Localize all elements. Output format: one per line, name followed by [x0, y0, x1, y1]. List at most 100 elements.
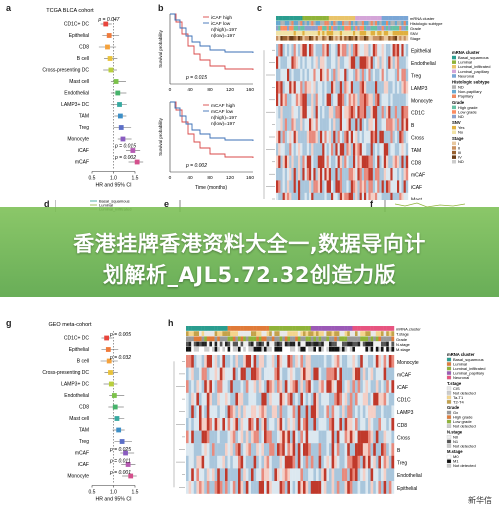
annotation-cell: [240, 341, 244, 347]
annotation-cell: [313, 16, 316, 21]
legend-label: Not detected: [453, 424, 476, 429]
heatmap-cell: [292, 430, 296, 444]
heatmap-cell: [346, 81, 349, 94]
annotation-cell: [383, 336, 387, 342]
annotation-cell: [306, 26, 310, 31]
heatmap-cell: [291, 81, 294, 94]
heatmap-cell: [287, 481, 291, 494]
annotation-cell: [227, 326, 231, 331]
annotation-cell: [298, 31, 301, 36]
heatmap-cell: [388, 168, 391, 181]
annotation-cell: [269, 331, 272, 336]
heatmap-cell: [336, 430, 340, 444]
x-tick-label: 0: [169, 175, 172, 181]
heatmap-cell: [361, 155, 365, 169]
heatmap-cell: [269, 455, 272, 469]
annotation-cell: [347, 341, 350, 347]
annotation-cell: [323, 326, 327, 331]
annotation-cell: [344, 36, 347, 41]
heatmap-cell: [186, 430, 189, 444]
heatmap-cell: [361, 81, 365, 94]
heatmap-cell: [322, 81, 325, 94]
heatmap-cell: [366, 93, 369, 107]
heatmap-cell: [193, 392, 197, 406]
heatmap-cell: [378, 468, 382, 482]
annotation-label: M.stage: [396, 347, 411, 352]
heatmap-cell: [381, 68, 384, 82]
annotation-cell: [282, 341, 285, 347]
annotation-cell: [271, 336, 275, 342]
heatmap-cell: [326, 68, 329, 82]
heatmap-cell: [379, 118, 382, 131]
heatmap-cell: [355, 392, 358, 406]
legend-label: Yes: [458, 125, 465, 130]
heatmap-cell: [368, 68, 371, 82]
heatmap-cell: [391, 481, 395, 494]
heatmap-cell: [329, 481, 332, 494]
annotation-cell: [204, 331, 207, 336]
annotation-cell: [300, 326, 304, 331]
heatmap-cell: [388, 93, 391, 107]
heatmap-cell: [204, 481, 207, 494]
heatmap-cell: [320, 68, 323, 82]
heatmap-cell: [397, 130, 400, 144]
heatmap-cell: [209, 443, 213, 456]
heatmap-cell: [289, 180, 292, 193]
annotation-cell: [394, 16, 398, 21]
annotation-cell: [284, 336, 288, 342]
heatmap-cell: [335, 68, 338, 82]
annotation-cell: [334, 336, 337, 342]
heatmap-cell: [331, 392, 335, 406]
heatmap-cell: [284, 68, 288, 82]
heatmap-row-label: iCAF: [397, 385, 408, 391]
heatmap-cell: [291, 130, 294, 144]
annotation-cell: [293, 21, 296, 26]
heatmap-cell: [193, 430, 197, 444]
annotation-cell: [335, 36, 338, 41]
heatmap-cell: [388, 106, 391, 119]
annotation-cell: [324, 31, 327, 36]
annotation-cell: [240, 346, 244, 352]
heatmap-cell: [401, 118, 404, 131]
heatmap-cell: [386, 106, 389, 119]
heatmap-cell: [347, 355, 350, 368]
heatmap-cell: [232, 392, 236, 406]
heatmap-cell: [214, 468, 218, 482]
annotation-cell: [193, 346, 197, 352]
heatmap-cell: [318, 481, 322, 494]
heatmap-cell: [339, 443, 343, 456]
heatmap-row-label: CD1C: [397, 398, 411, 404]
annotation-cell: [368, 341, 371, 347]
heatmap-cell: [258, 443, 262, 456]
annotation-cell: [271, 346, 275, 352]
heatmap-cell: [342, 106, 345, 119]
heatmap-cell: [188, 455, 192, 469]
annotation-cell: [373, 346, 376, 352]
heatmap-cell: [392, 168, 395, 181]
annotation-cell: [243, 331, 246, 336]
heatmap-cell: [287, 380, 291, 393]
heatmap-cell: [287, 192, 290, 206]
heatmap-cell: [315, 168, 318, 181]
heatmap-cell: [217, 443, 220, 456]
annotation-cell: [293, 16, 296, 21]
heatmap-cell: [238, 392, 241, 406]
annotation-cell: [302, 31, 305, 36]
annotation-cell: [313, 346, 317, 352]
legend-label: Not detected: [453, 463, 476, 468]
heatmap-cell: [365, 430, 369, 444]
heatmap-cell: [359, 168, 362, 181]
annotation-cell: [388, 36, 391, 41]
annotation-cell: [383, 31, 387, 36]
heatmap-cell: [324, 93, 327, 107]
heatmap-cell: [256, 443, 259, 456]
heatmap-cell: [297, 481, 301, 494]
heatmap-cell: [362, 455, 366, 469]
heatmap-cell: [336, 418, 340, 431]
heatmap-row-label: Treg: [397, 461, 407, 467]
heatmap-cell: [334, 355, 337, 368]
annotation-cell: [290, 336, 293, 342]
annotation-cell: [243, 336, 246, 342]
heatmap-cell: [405, 130, 409, 144]
heatmap-cell: [350, 56, 354, 69]
